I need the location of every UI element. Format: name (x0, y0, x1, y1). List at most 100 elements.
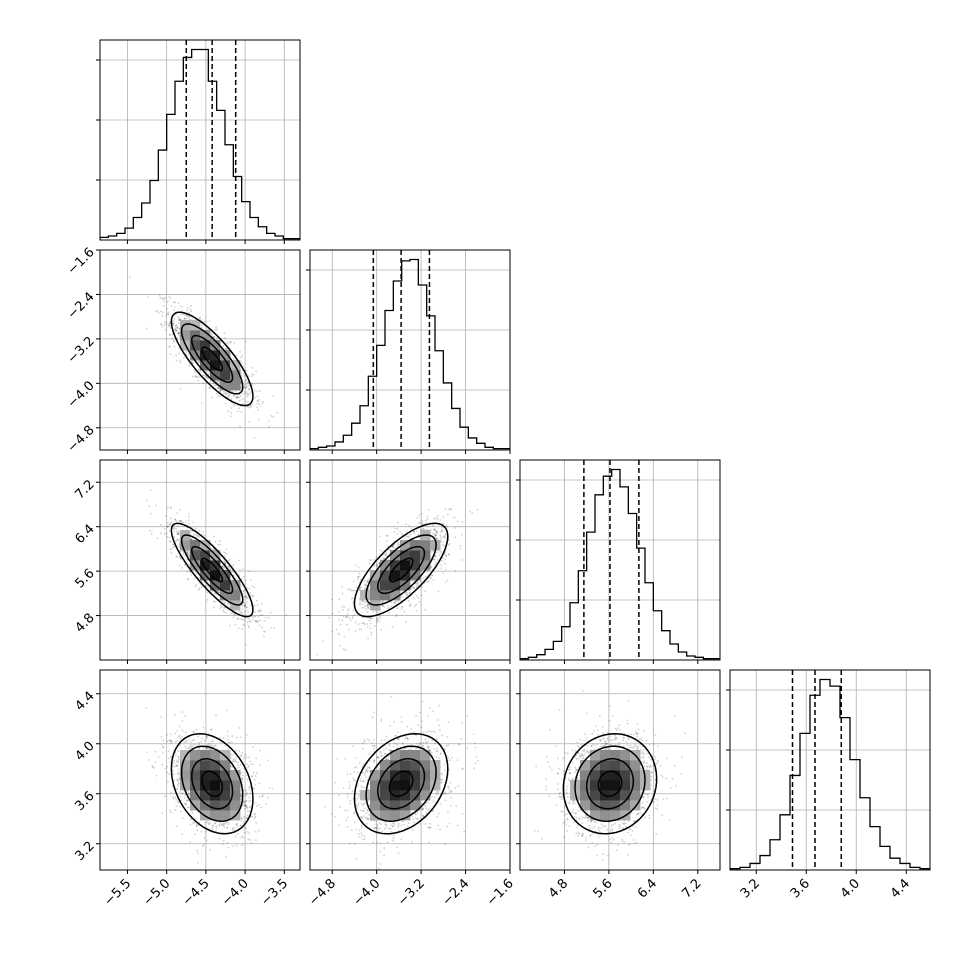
density-block (190, 550, 201, 561)
scatter-point (229, 415, 232, 418)
scatter-point (172, 320, 175, 322)
scatter-point (192, 534, 195, 536)
scatter-point (435, 531, 437, 534)
scatter-point (382, 600, 385, 603)
scatter-point (195, 584, 198, 586)
density-frame-0-2 (99, 459, 301, 661)
scatter-point (235, 395, 238, 398)
density-block (370, 580, 381, 591)
scatter-point (349, 589, 352, 592)
scatter-point (202, 531, 205, 533)
density-panel-1-2 (310, 460, 510, 660)
scatter-point (212, 336, 215, 338)
scatter-point (245, 606, 248, 609)
scatter-point (187, 578, 190, 581)
scatter-point (198, 360, 201, 363)
scatter-point (218, 387, 221, 390)
scatter-point (381, 605, 384, 607)
scatter-point (339, 623, 342, 626)
density-block (420, 560, 431, 571)
scatter-point (248, 785, 250, 788)
scatter-point (250, 375, 253, 378)
scatter-point (243, 601, 246, 604)
scatter-point (223, 555, 226, 557)
density-block (400, 560, 411, 571)
scatter-point (430, 566, 433, 569)
scatter-point (168, 530, 171, 533)
scatter-point (176, 555, 178, 558)
scatter-point (246, 395, 249, 398)
scatter-point (369, 627, 372, 630)
scatter-point (183, 317, 186, 320)
scatter-point (180, 792, 183, 795)
scatter-point (157, 756, 160, 758)
scatter-point (225, 342, 228, 345)
density-block (220, 590, 231, 601)
scatter-point (189, 818, 192, 821)
scatter-point (440, 538, 443, 541)
scatter-point (421, 519, 424, 522)
scatter-point (176, 326, 179, 328)
scatter-point (187, 519, 190, 522)
scatter-point (223, 336, 226, 339)
scatter-point (212, 336, 215, 339)
scatter-point (218, 386, 220, 389)
scatter-point (381, 601, 383, 603)
scatter-point (202, 844, 205, 846)
scatter-point (382, 557, 385, 560)
scatter-point (203, 534, 206, 537)
scatter-point (251, 373, 254, 375)
scatter-point (243, 386, 245, 389)
scatter-point (448, 542, 451, 545)
scatter-point (245, 391, 248, 394)
scatter-point (418, 521, 421, 524)
scatter-point (179, 387, 182, 390)
scatter-point (247, 394, 249, 396)
scatter-point (160, 323, 162, 326)
scatter-point (191, 744, 194, 747)
scatter-point (216, 380, 219, 383)
scatter-point (256, 400, 259, 402)
scatter-point (245, 827, 248, 830)
scatter-point (225, 709, 228, 712)
scatter-point (221, 565, 223, 568)
scatter-point (338, 598, 341, 601)
scatter-point (444, 568, 447, 571)
scatter-point (223, 332, 226, 334)
scatter-point (217, 590, 219, 593)
scatter-point (233, 613, 236, 616)
scatter-point (242, 768, 245, 770)
scatter-point (210, 338, 213, 340)
scatter-point (364, 588, 367, 591)
scatter-point (252, 594, 254, 596)
scatter-point (176, 532, 178, 535)
scatter-point (351, 589, 354, 592)
scatter-point (377, 611, 379, 614)
scatter-point (376, 619, 379, 621)
scatter-point (395, 615, 398, 618)
density-block (410, 560, 421, 571)
scatter-point (248, 587, 251, 590)
scatter-point (161, 311, 164, 314)
scatter-point (416, 584, 419, 587)
scatter-point (241, 403, 244, 405)
scatter-point (239, 395, 242, 398)
scatter-point (212, 600, 215, 603)
scatter-point (366, 579, 369, 582)
scatter-point (366, 580, 369, 582)
scatter-point (252, 373, 255, 376)
scatter-point (434, 554, 437, 557)
scatter-point (205, 376, 208, 379)
scatter-point (159, 296, 162, 299)
scatter-point (189, 745, 192, 748)
scatter-point (242, 397, 245, 400)
scatter-point (437, 537, 439, 540)
scatter-point (251, 382, 254, 385)
scatter-point (365, 605, 368, 607)
scatter-point (151, 766, 154, 769)
scatter-point (213, 592, 216, 595)
scatter-point (352, 589, 355, 592)
scatter-point (386, 607, 389, 610)
scatter-point (418, 600, 421, 603)
scatter-point (218, 390, 221, 393)
